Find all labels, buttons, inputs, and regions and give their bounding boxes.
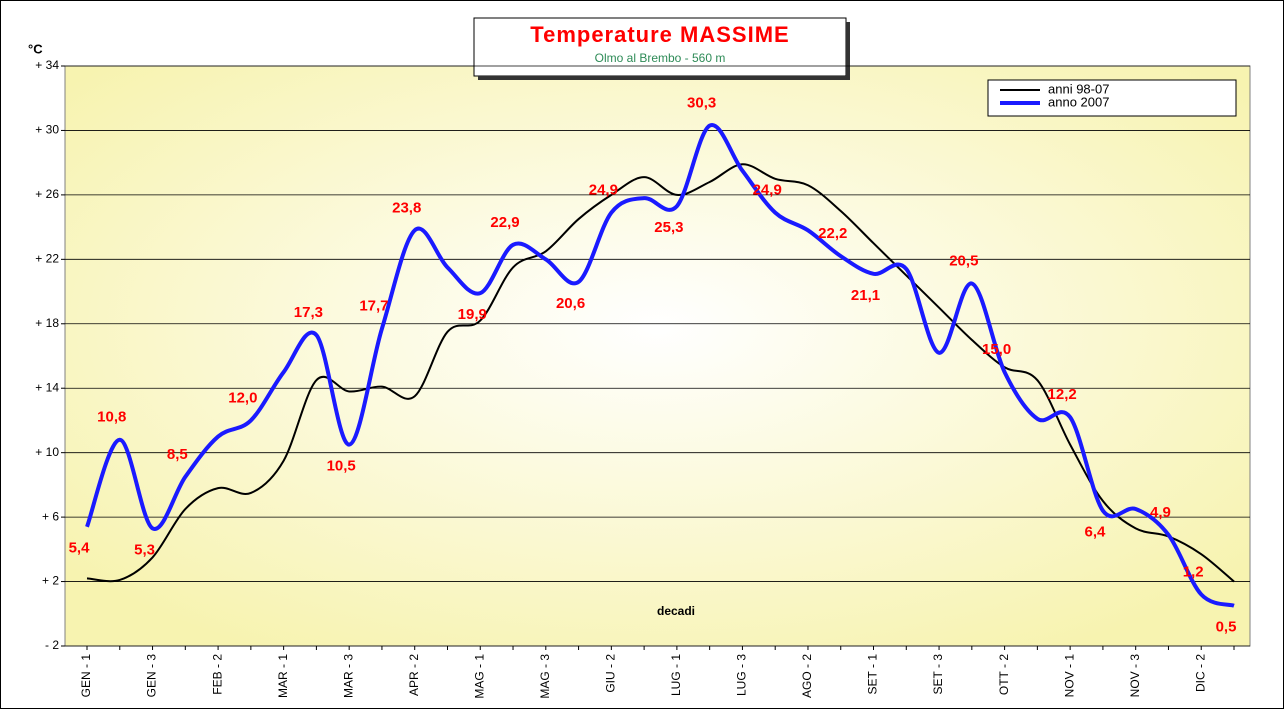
y-tick-label: + 18 bbox=[35, 316, 59, 330]
y-tick-label: + 22 bbox=[35, 252, 59, 266]
data-label: 30,3 bbox=[687, 95, 716, 112]
x-tick-label: MAR - 3 bbox=[341, 654, 355, 698]
x-tick-label: LUG - 1 bbox=[669, 654, 683, 696]
line-series bbox=[86, 163, 1235, 583]
y-tick-label: + 26 bbox=[35, 187, 59, 201]
data-label: 22,2 bbox=[818, 225, 847, 242]
data-label: 20,5 bbox=[949, 252, 978, 269]
legend-label: anno 2007 bbox=[1048, 94, 1109, 109]
x-tick-label: FEB - 2 bbox=[210, 654, 224, 695]
x-tick-label: APR - 2 bbox=[407, 654, 421, 696]
data-label: 15,0 bbox=[982, 341, 1011, 358]
x-tick-label: SET - 1 bbox=[866, 654, 880, 695]
data-label: 24,9 bbox=[589, 182, 618, 199]
data-label: 12,0 bbox=[228, 389, 257, 406]
x-tick-label: SET - 3 bbox=[931, 654, 945, 695]
plot-area bbox=[64, 65, 1251, 647]
x-tick-label: NOV - 1 bbox=[1062, 654, 1076, 698]
data-label: 4,9 bbox=[1150, 504, 1171, 521]
y-tick-label: + 2 bbox=[42, 574, 59, 588]
x-tick-label: GEN - 1 bbox=[79, 654, 93, 698]
title-shadow bbox=[478, 76, 850, 80]
data-label: 24,9 bbox=[753, 182, 782, 199]
y-tick-label: + 34 bbox=[35, 58, 59, 72]
legend bbox=[987, 79, 1237, 117]
x-tick-label: NOV - 3 bbox=[1128, 654, 1142, 698]
y-tick-label: - 2 bbox=[45, 638, 59, 652]
data-label: 17,3 bbox=[294, 304, 323, 321]
data-label: 12,2 bbox=[1048, 386, 1077, 403]
x-tick-label: MAG - 3 bbox=[538, 654, 552, 699]
data-label: 1,2 bbox=[1183, 563, 1204, 580]
data-label: 0,5 bbox=[1216, 619, 1237, 636]
chart-title: Temperature MASSIME bbox=[530, 22, 789, 47]
y-tick-label: + 30 bbox=[35, 123, 59, 137]
y-tick-label: + 14 bbox=[35, 380, 59, 394]
data-label: 6,4 bbox=[1084, 524, 1106, 541]
data-label: 21,1 bbox=[851, 287, 880, 304]
y-axis-label: °C bbox=[28, 41, 43, 56]
data-label: 25,3 bbox=[654, 219, 683, 236]
legend-label: anni 98-07 bbox=[1048, 81, 1109, 96]
data-label: 5,3 bbox=[134, 541, 155, 558]
data-label: 10,5 bbox=[327, 458, 356, 475]
data-label: 17,7 bbox=[359, 298, 388, 315]
data-label: 5,4 bbox=[69, 540, 91, 557]
x-tick-label: DIC - 2 bbox=[1193, 654, 1207, 692]
data-label: 10,8 bbox=[97, 409, 126, 426]
data-label: 20,6 bbox=[556, 295, 585, 312]
chart-subtitle: Olmo al Brembo - 560 m bbox=[595, 51, 726, 65]
x-tick-label: GIU - 2 bbox=[604, 654, 618, 693]
y-tick-label: + 10 bbox=[35, 445, 59, 459]
x-tick-label: GEN - 3 bbox=[145, 654, 159, 698]
data-label: 22,9 bbox=[490, 214, 519, 231]
line-series bbox=[85, 123, 1235, 608]
data-label: 23,8 bbox=[392, 199, 421, 216]
x-axis-label: decadi bbox=[657, 604, 695, 618]
x-tick-label: OTT - 2 bbox=[997, 654, 1011, 695]
y-tick-label: + 6 bbox=[42, 509, 59, 523]
x-tick-label: MAG - 1 bbox=[472, 654, 486, 699]
data-label: 8,5 bbox=[167, 446, 188, 463]
x-tick-label: LUG - 3 bbox=[735, 654, 749, 696]
x-tick-label: AGO - 2 bbox=[800, 654, 814, 698]
data-label: 19,9 bbox=[458, 306, 487, 323]
x-tick-label: MAR - 1 bbox=[276, 654, 290, 698]
title-shadow bbox=[846, 22, 850, 80]
